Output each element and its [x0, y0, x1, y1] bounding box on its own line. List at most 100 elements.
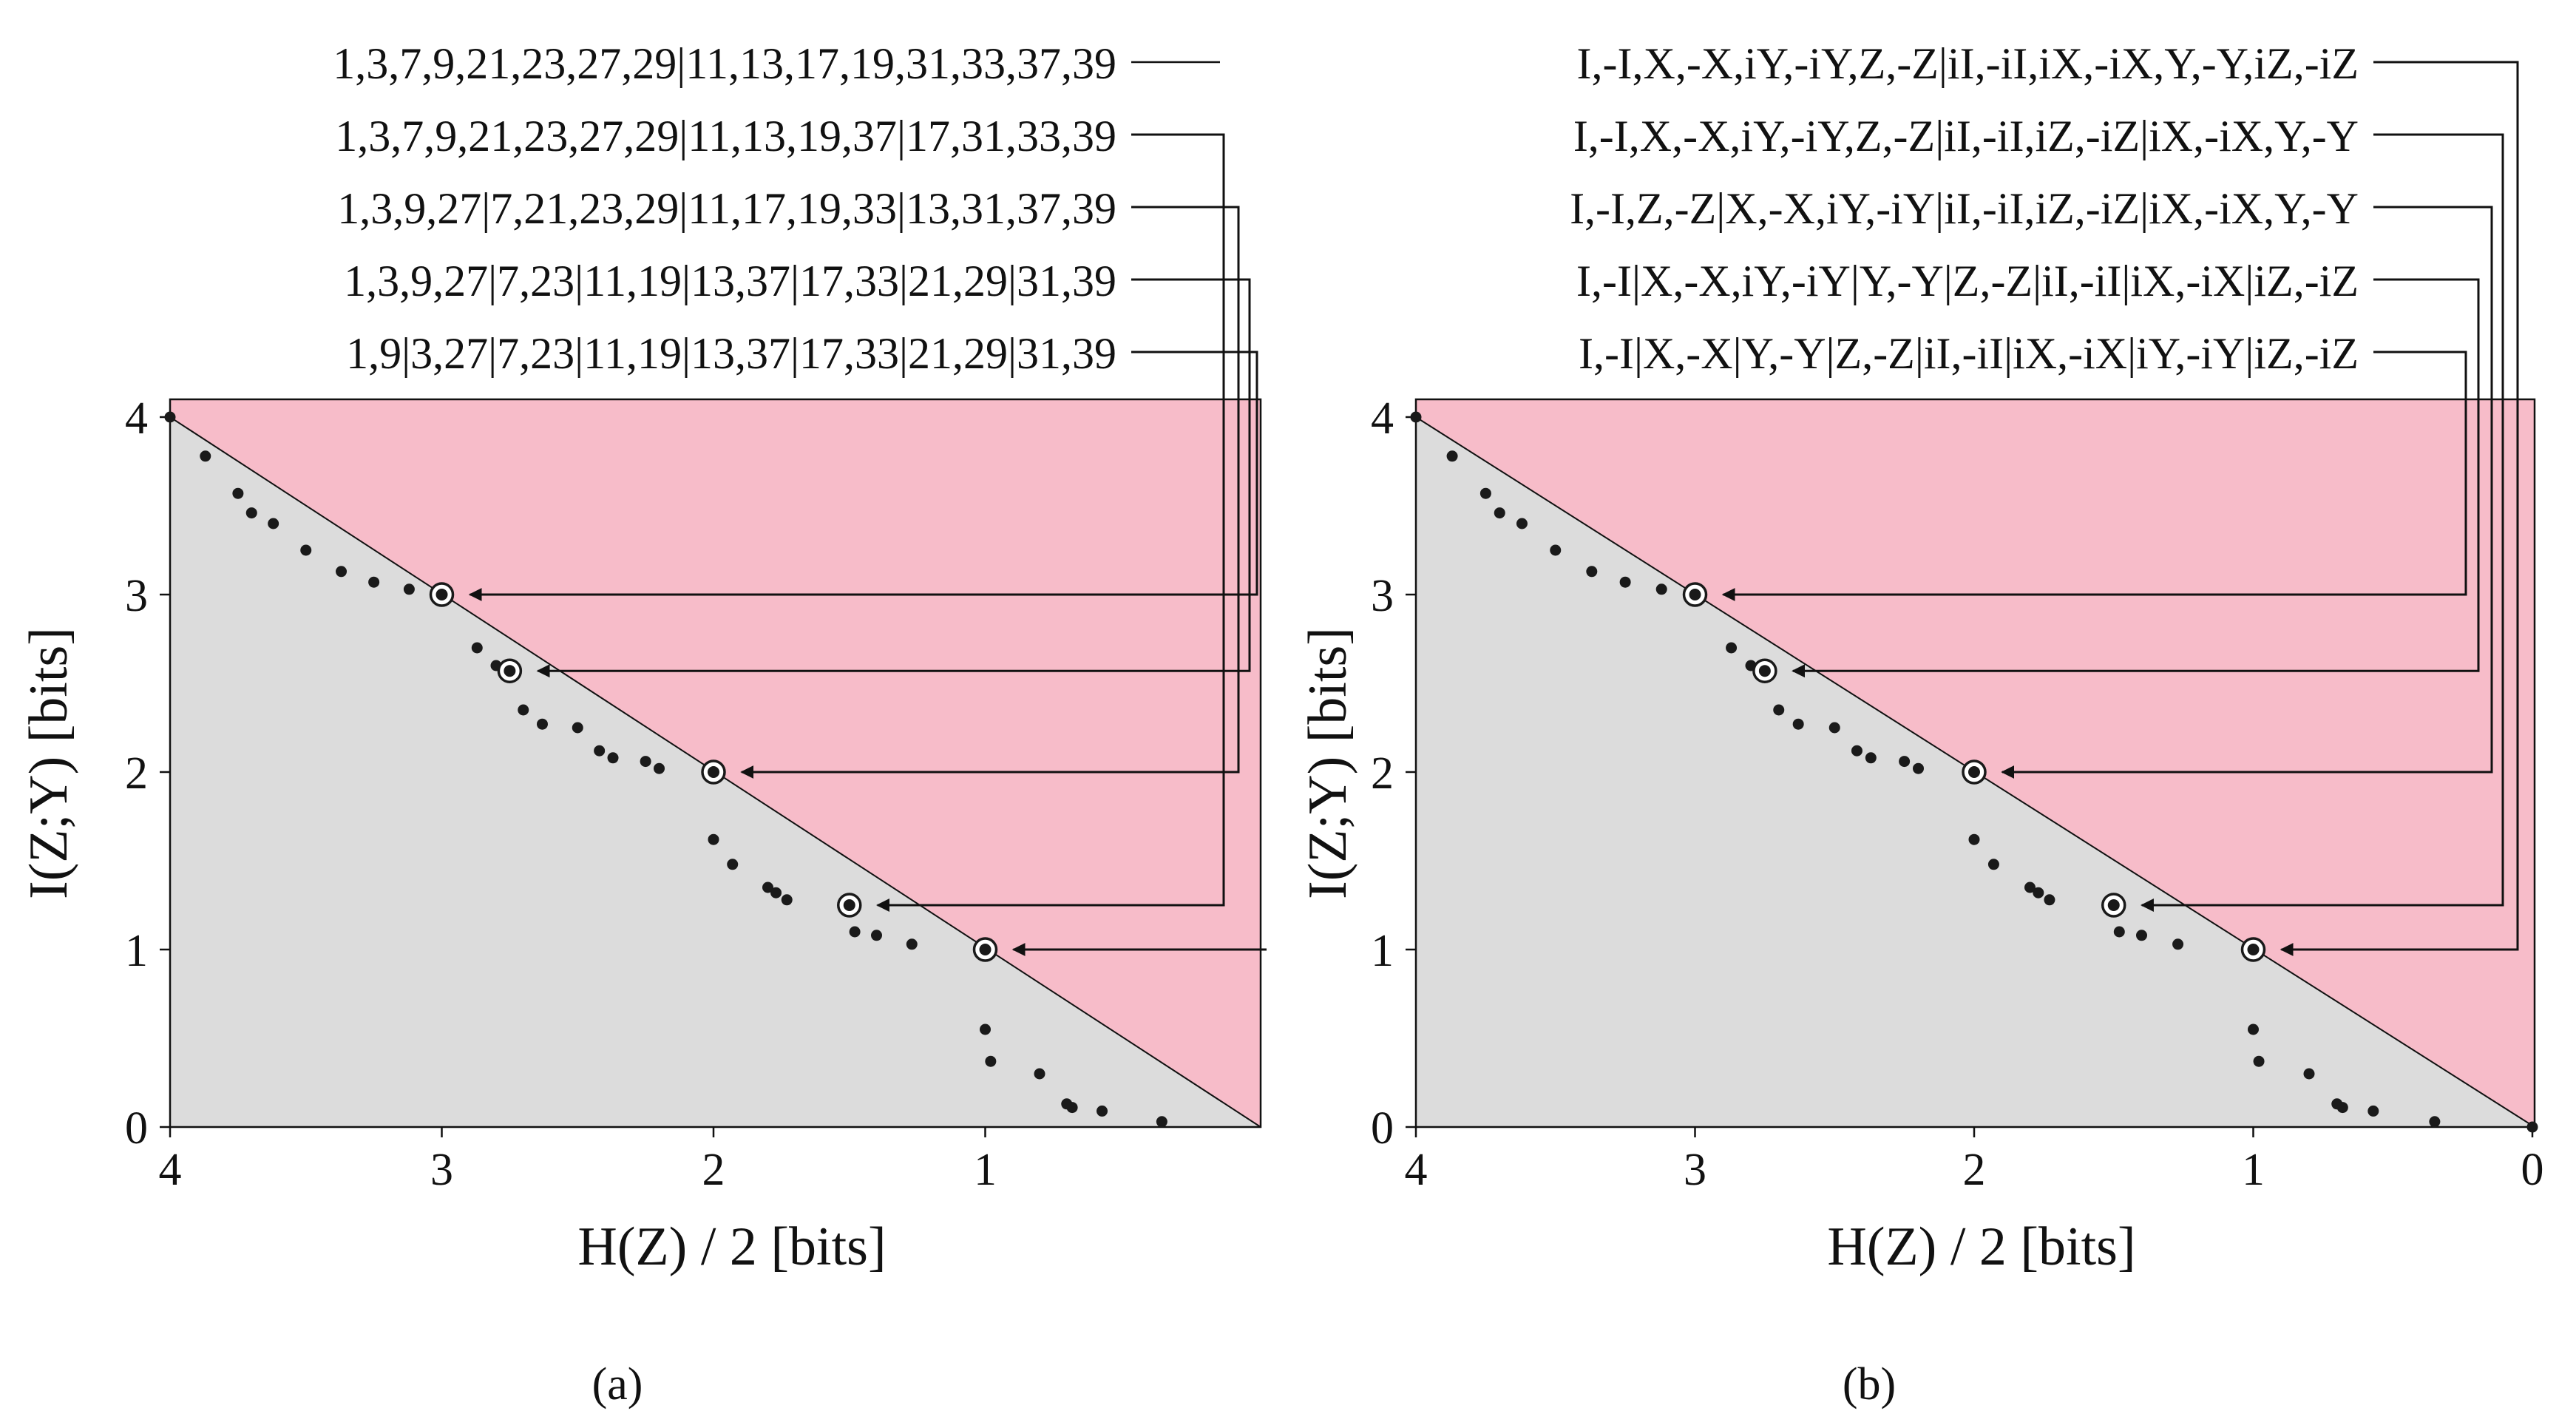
data-point [1655, 583, 1667, 595]
data-point [2044, 894, 2055, 906]
partition-annotation: I,-I|X,-X,iY,-iY|Y,-Y|Z,-Z|iI,-iI|iX,-iX… [1576, 257, 2359, 305]
chart-panel-b: 4 3 2 1 0 0 1 2 3 4 H(Z) / 2 [bits] I(Z;Y) [bits] (b… [1298, 39, 2544, 1410]
y-axis-title: I(Z;Y) [bits] [1298, 627, 1358, 899]
data-point [2526, 1121, 2538, 1133]
data-point [2172, 938, 2184, 950]
x-tick-label: 3 [430, 1145, 453, 1195]
annotation-arrow [2140, 133, 2504, 912]
partition-annotation: 1,3,7,9,21,23,27,29|11,13,17,19,31,33,37… [333, 39, 1116, 88]
data-point [1913, 762, 1924, 774]
x-tick-label: 4 [159, 1145, 182, 1195]
data-point [300, 544, 312, 556]
data-point [2113, 926, 2125, 938]
x-tick-label: 1 [974, 1145, 997, 1195]
annotation-arrow [1792, 278, 2480, 678]
y-tick-label: 2 [125, 748, 148, 799]
data-point [871, 930, 882, 941]
data-point [1550, 544, 1562, 556]
partition-annotation: 1,3,9,27|7,21,23,29|11,17,19,33|13,31,37… [337, 184, 1116, 233]
data-point [1516, 518, 1528, 529]
data-point [980, 1023, 991, 1035]
data-point [200, 450, 211, 462]
annotation-arrow [1721, 351, 2467, 601]
data-point [1586, 566, 1598, 578]
data-point [2429, 1116, 2441, 1128]
data-point [781, 894, 793, 906]
data-point [368, 576, 380, 588]
annotation-arrow [536, 278, 1251, 678]
data-point [268, 518, 279, 529]
data-point [594, 745, 606, 757]
data-point [1865, 752, 1877, 764]
y-tick-label: 4 [1371, 393, 1394, 444]
x-tick-label: 0 [2521, 1145, 2544, 1195]
data-point [1097, 1105, 1108, 1117]
data-point [1828, 722, 1840, 734]
highlighted-point [708, 766, 719, 778]
y-tick-label: 1 [125, 926, 148, 976]
data-point [1446, 450, 1458, 462]
x-tick-label: 2 [702, 1145, 725, 1195]
annotation-arrow [740, 206, 1240, 779]
y-tick-label: 1 [1371, 926, 1394, 976]
highlighted-point [435, 589, 448, 600]
x-tick-label: 1 [2242, 1145, 2265, 1195]
partition-annotation: 1,3,7,9,21,23,27,29|11,13,19,37|17,31,33… [335, 112, 1116, 160]
highlighted-point [2247, 944, 2260, 955]
data-point [1726, 642, 1738, 654]
y-axis-title: I(Z;Y) [bits] [18, 627, 79, 899]
highlighted-point [1689, 589, 1701, 600]
data-point [708, 833, 719, 845]
annotation-arrow [2001, 206, 2493, 779]
partition-annotation: I,-I,X,-X,iY,-iY,Z,-Z|iI,-iI,iX,-iX,Y,-Y… [1577, 39, 2359, 88]
data-point [770, 887, 782, 899]
data-point [1034, 1068, 1045, 1080]
data-point [1619, 576, 1631, 588]
data-point [1156, 1116, 1167, 1128]
data-point [906, 938, 918, 950]
data-point [762, 881, 773, 893]
data-point [2136, 930, 2147, 941]
data-point [640, 756, 651, 768]
data-point [1899, 756, 1911, 768]
annotation-arrow [468, 351, 1258, 601]
highlighted-point [979, 944, 992, 955]
plot-frame [169, 398, 1262, 1128]
partition-annotation: 1,9|3,27|7,23|11,19|13,37|17,33|21,29|31… [346, 329, 1116, 378]
data-point [1968, 833, 1980, 845]
y-tick-label: 3 [125, 571, 148, 621]
data-point [2367, 1105, 2379, 1117]
panel-label: (a) [592, 1359, 643, 1410]
data-point [1773, 704, 1785, 716]
highlighted-point [1968, 766, 1980, 778]
data-point [654, 762, 665, 774]
highlighted-point [2107, 899, 2120, 911]
data-point [1792, 718, 1804, 730]
data-point [1066, 1102, 1078, 1114]
data-point [164, 411, 176, 423]
data-point [607, 752, 619, 764]
partition-annotation: I,-I,Z,-Z|X,-X,iY,-iY|iI,-iI,iZ,-iZ|iX,-… [1570, 184, 2359, 233]
data-point [471, 642, 483, 654]
data-point [2024, 881, 2036, 893]
x-axis-title: H(Z) / 2 [bits] [1827, 1216, 2135, 1277]
data-point [536, 718, 548, 730]
data-point [1410, 411, 1422, 423]
data-point [2253, 1055, 2265, 1067]
y-tick-label: 0 [125, 1103, 148, 1154]
data-point [2303, 1068, 2315, 1080]
y-tick-label: 2 [1371, 748, 1394, 799]
partition-annotation: I,-I,X,-X,iY,-iY,Z,-Z|iI,-iI,iZ,-iZ|iX,-… [1573, 112, 2359, 160]
annotation-arrow [875, 133, 1225, 912]
achievable-region [170, 399, 1261, 1127]
highlighted-point [843, 899, 855, 911]
data-point [2033, 887, 2044, 899]
annotation-arrow [2280, 61, 2519, 956]
x-tick-label: 3 [1684, 1145, 1706, 1195]
data-point [727, 859, 739, 870]
data-point [336, 566, 348, 578]
y-tick-label: 0 [1371, 1103, 1394, 1154]
data-point [849, 926, 861, 938]
chart-panel-a: 4 3 2 1 0 1 2 3 4 H(Z) / 2 [bits] I(Z;Y) [bits] (a)… [18, 39, 1267, 1410]
achievable-region [1416, 399, 2535, 1127]
